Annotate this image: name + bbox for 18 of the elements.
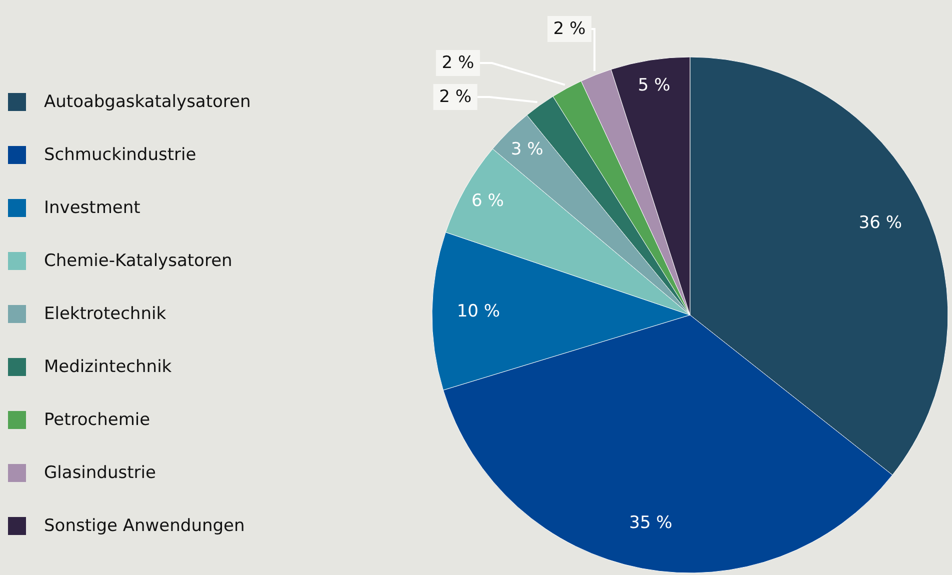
data-label: 10 % xyxy=(456,302,500,322)
legend-label: Medizintechnik xyxy=(44,357,172,377)
data-label: 6 % xyxy=(472,190,504,211)
legend-label: Elektrotechnik xyxy=(44,304,166,324)
data-label: 36 % xyxy=(858,212,902,233)
legend-label: Schmuckindustrie xyxy=(44,145,196,165)
data-label: 2 % xyxy=(442,53,474,73)
legend-label: Sonstige Anwendungen xyxy=(44,516,245,536)
legend-label: Petrochemie xyxy=(44,410,150,430)
data-label: 35 % xyxy=(629,512,672,533)
legend-label: Glasindustrie xyxy=(44,463,156,483)
data-label: 3 % xyxy=(510,140,544,160)
data-label: 2 % xyxy=(553,19,586,39)
data-label: 2 % xyxy=(439,87,472,107)
data-label: 5 % xyxy=(638,76,670,96)
legend-label: Autoabgaskatalysatoren xyxy=(44,92,251,112)
legend-label: Chemie-Katalysatoren xyxy=(44,251,232,271)
legend-label: Investment xyxy=(44,198,141,218)
